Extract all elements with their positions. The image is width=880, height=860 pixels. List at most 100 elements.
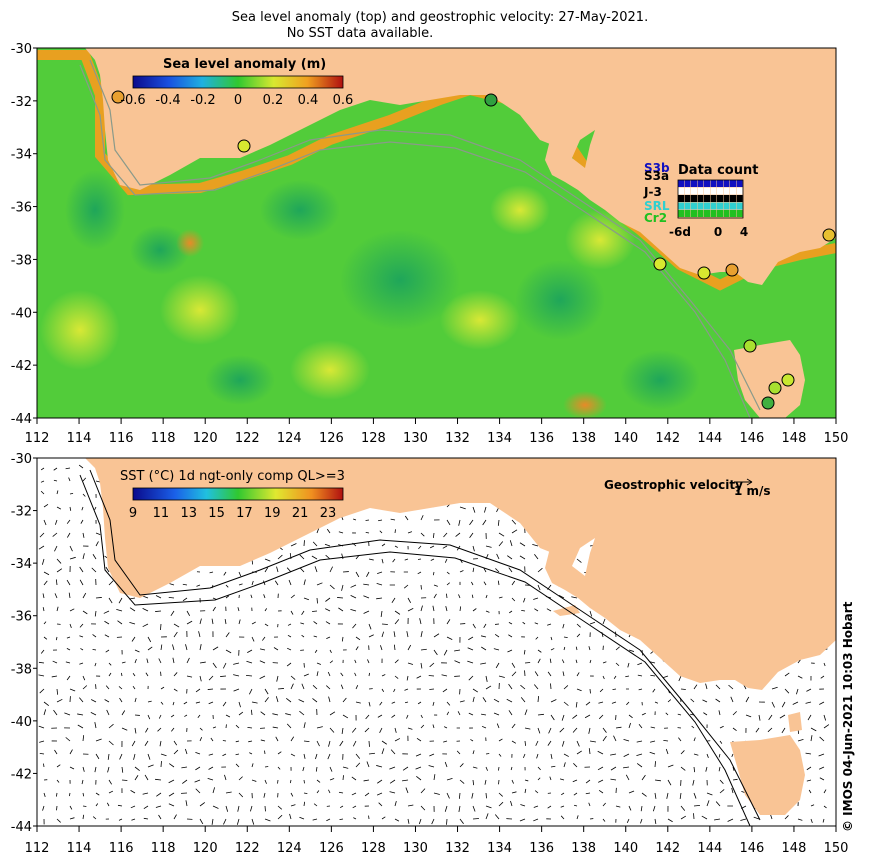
velocity-vector xyxy=(654,792,657,799)
velocity-vector xyxy=(342,714,349,719)
velocity-vector xyxy=(68,477,71,482)
velocity-vector xyxy=(197,714,201,718)
velocity-vector xyxy=(39,688,45,694)
velocity-vector xyxy=(626,701,630,706)
velocity-vector xyxy=(482,519,487,526)
velocity-vector xyxy=(363,595,370,599)
velocity-vector xyxy=(367,659,370,664)
velocity-vector xyxy=(341,636,344,642)
velocity-vector xyxy=(364,727,370,733)
velocity-vector xyxy=(498,753,502,757)
velocity-vector xyxy=(338,607,344,612)
velocity-vector xyxy=(368,752,376,755)
velocity-vector xyxy=(628,790,635,794)
velocity-vector xyxy=(419,618,422,625)
velocity-vector xyxy=(170,714,175,718)
velocity-vector xyxy=(238,776,243,781)
velocity-vector xyxy=(485,813,489,820)
velocity-vector xyxy=(377,779,383,784)
velocity-vector xyxy=(82,610,88,615)
velocity-vector xyxy=(472,623,476,629)
velocity-vector xyxy=(498,766,500,771)
velocity-vector xyxy=(433,633,440,638)
velocity-vector xyxy=(678,737,682,742)
velocity-vector xyxy=(510,766,513,771)
velocity-vector xyxy=(303,597,310,601)
velocity-vector xyxy=(732,778,738,781)
velocity-vector xyxy=(524,709,528,716)
x-tick-label: 126 xyxy=(319,841,344,856)
y-tick-label: -30 xyxy=(11,42,32,57)
velocity-vector xyxy=(146,658,149,664)
velocity-vector xyxy=(468,675,474,681)
velocity-vector xyxy=(352,805,357,809)
velocity-vector xyxy=(521,609,526,612)
velocity-vector xyxy=(394,800,397,807)
velocity-vector xyxy=(498,801,504,807)
velocity-vector xyxy=(54,519,58,525)
velocity-vector xyxy=(534,671,539,677)
velocity-vector xyxy=(402,766,409,771)
velocity-vector xyxy=(391,714,396,718)
velocity-vector xyxy=(533,805,539,808)
velocity-vector xyxy=(667,818,673,823)
velocity-vector xyxy=(316,726,323,729)
velocity-vector xyxy=(598,789,604,794)
velocity-vector xyxy=(376,582,383,586)
x-tick-label: 114 xyxy=(67,431,92,446)
velocity-vector xyxy=(407,597,412,603)
velocity-vector xyxy=(81,779,84,785)
velocity-vector xyxy=(429,662,435,668)
velocity-vector xyxy=(665,748,669,755)
velocity-vector xyxy=(300,622,305,625)
velocity-vector xyxy=(211,818,214,825)
velocity-vector xyxy=(378,519,383,522)
velocity-vector xyxy=(316,528,320,534)
velocity-vector xyxy=(69,688,76,692)
velocity-vector xyxy=(537,696,540,703)
velocity-vector xyxy=(182,779,188,784)
velocity-vector xyxy=(207,777,214,781)
x-tick-label: 120 xyxy=(193,841,218,856)
velocity-vector xyxy=(615,662,620,667)
velocity-vector xyxy=(223,571,227,576)
velocity-vector xyxy=(38,545,45,550)
velocity-vector xyxy=(287,634,292,638)
velocity-vector xyxy=(79,623,84,628)
velocity-vector xyxy=(472,766,478,769)
velocity-vector xyxy=(498,541,504,547)
velocity-vector xyxy=(390,518,396,521)
velocity-vector xyxy=(172,701,175,706)
x-tick-label: 150 xyxy=(824,431,849,446)
velocity-vector xyxy=(533,818,539,822)
velocity-vector xyxy=(194,779,201,783)
velocity-vector xyxy=(680,688,686,690)
velocity-vector xyxy=(485,610,490,613)
velocity-vector xyxy=(368,558,374,561)
velocity-vector xyxy=(290,610,294,615)
velocity-vector xyxy=(199,618,202,625)
velocity-vector xyxy=(623,753,630,758)
velocity-vector xyxy=(131,636,136,642)
velocity-vector xyxy=(380,645,383,651)
velocity-vector xyxy=(522,621,526,625)
data-count-cell xyxy=(723,187,730,195)
velocity-vector xyxy=(95,532,101,535)
velocity-vector xyxy=(483,623,487,629)
velocity-vector xyxy=(53,467,58,471)
velocity-vector xyxy=(43,701,50,706)
velocity-vector xyxy=(637,662,643,666)
velocity-vector xyxy=(485,766,488,771)
velocity-vector xyxy=(131,740,136,747)
velocity-vector xyxy=(289,813,292,820)
velocity-vector xyxy=(454,649,461,652)
velocity-vector xyxy=(168,763,175,768)
velocity-vector xyxy=(819,766,825,770)
velocity-vector xyxy=(355,701,361,704)
velocity-vector xyxy=(654,779,661,782)
data-count-cell xyxy=(691,202,697,210)
velocity-vector xyxy=(79,697,84,703)
velocity-vector xyxy=(640,805,643,812)
velocity-vector xyxy=(536,753,539,759)
